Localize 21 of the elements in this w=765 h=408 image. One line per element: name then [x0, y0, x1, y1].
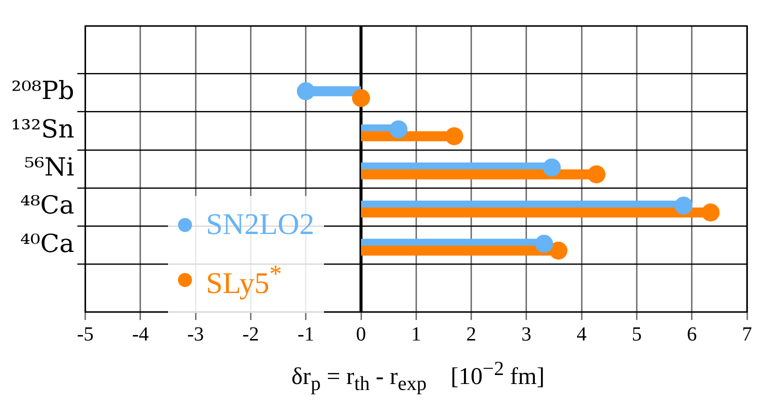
y-tick-label: ¹³²Sn — [10, 114, 74, 144]
y-tick-label: ⁴⁸Ca — [20, 190, 74, 220]
legend-label: SN2LO2 — [206, 207, 314, 243]
y-tick-label: ⁵⁶Ni — [24, 152, 74, 182]
x-tick-label: 1 — [411, 323, 422, 346]
x-tick-label: -1 — [298, 323, 314, 346]
x-tick-label: -3 — [187, 323, 204, 346]
x-tick-label: -4 — [132, 323, 149, 346]
x-tick-label: -2 — [242, 323, 260, 346]
y-tick-label: ⁴⁰Ca — [20, 228, 74, 258]
x-tick-label: 6 — [686, 323, 697, 346]
x-tick-label: 4 — [576, 323, 587, 346]
x-tick-label: 7 — [742, 323, 752, 346]
legend-label: SLy5$^{*}$ — [206, 260, 282, 302]
x-tick-label: 3 — [521, 323, 532, 346]
x-tick-label: -5 — [76, 323, 94, 346]
x-tick-label: 0 — [356, 323, 366, 346]
y-tick-label: ²⁰⁸Pb — [11, 76, 74, 106]
x-tick-label: 5 — [632, 323, 642, 346]
text: δr$_{p}$ = r$_{th}$ - r$_{exp}$ [10$^{−2}$ fm] — [291, 358, 545, 395]
x-tick-label: 2 — [466, 323, 476, 346]
